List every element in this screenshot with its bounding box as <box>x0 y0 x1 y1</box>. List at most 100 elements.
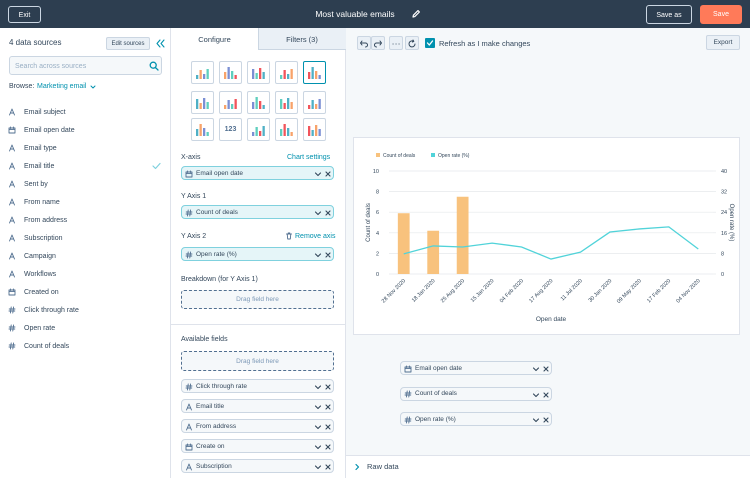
chart-type-option[interactable] <box>247 61 270 84</box>
field-icon-path <box>9 252 15 260</box>
chart-type-icon-bar <box>283 70 286 79</box>
exit-button[interactable]: Exit <box>8 6 41 23</box>
field-icon <box>9 234 15 242</box>
chart-type-option[interactable] <box>191 118 214 141</box>
config-panel: Configure Filters (3) 123 X-axis Chart setti… <box>171 28 346 478</box>
toolbar-icon <box>392 43 400 45</box>
field-pill-label: Create on <box>196 442 225 450</box>
field-pill[interactable]: Email open date <box>181 166 334 180</box>
toolbar-button[interactable] <box>389 36 403 50</box>
x-tick-label: 30 Jan 2020 <box>588 278 614 304</box>
y-axis-title: Count of deals <box>366 203 372 242</box>
edit-title-icon[interactable] <box>411 9 421 19</box>
chart-type-icon-bar <box>308 126 311 136</box>
chart-type-option[interactable] <box>191 91 214 114</box>
source-field-label: Click through rate <box>24 306 79 314</box>
chevron-icon-path <box>314 465 322 470</box>
search-box[interactable]: Search across sources <box>9 56 162 75</box>
chart-type-icon-bar <box>227 100 230 109</box>
collapse-icon[interactable] <box>155 39 165 48</box>
chart-type-option[interactable] <box>275 91 298 114</box>
source-field[interactable]: From name <box>0 195 170 209</box>
y2-tick-label: 32 <box>721 190 727 196</box>
tab[interactable]: Filters (3) <box>286 35 318 44</box>
chart-type-icon-bar <box>287 128 290 136</box>
chart-type-icon-bar <box>259 131 262 136</box>
settings-link[interactable]: Chart settings <box>287 154 331 161</box>
source-field[interactable]: Email title <box>0 159 170 173</box>
source-field[interactable]: Click through rate <box>0 303 170 317</box>
remove-icon-path <box>325 464 331 470</box>
source-field[interactable]: Sent by <box>0 177 170 191</box>
field-pill[interactable]: Count of deals <box>181 205 334 219</box>
source-field[interactable]: Workflows <box>0 267 170 281</box>
field-icon-path <box>8 306 16 314</box>
source-field[interactable]: Created on <box>0 285 170 299</box>
chart-type-option[interactable] <box>275 118 298 141</box>
toolbar-button[interactable] <box>405 36 419 50</box>
chart-type-option[interactable] <box>303 118 326 141</box>
sidebar: 4 data sources Edit sources Search across … <box>0 28 171 478</box>
source-field[interactable]: Subscription <box>0 231 170 245</box>
chart-type-number-label: 123 <box>224 126 237 133</box>
field-pill[interactable]: Create on <box>181 439 334 453</box>
field-pill[interactable]: Email open date <box>400 361 552 375</box>
remove-icon <box>543 366 549 372</box>
source-field[interactable]: From address <box>0 213 170 227</box>
save-button[interactable]: Save <box>700 5 742 24</box>
chart-type-icon-bar <box>255 127 258 136</box>
tab-inactive-bg <box>258 28 346 50</box>
chart-type-option[interactable] <box>303 61 326 84</box>
source-field[interactable]: Email subject <box>0 105 170 119</box>
chart-type-option[interactable] <box>219 61 242 84</box>
chart-type-icon-bar <box>315 125 318 136</box>
legend-label: Count of deals <box>383 153 416 159</box>
chart-type-icon-bar <box>315 104 318 109</box>
toolbar-button[interactable] <box>357 36 371 50</box>
field-icon-path <box>9 216 15 224</box>
chart-type-option[interactable] <box>275 61 298 84</box>
chart-type-option[interactable] <box>247 91 270 114</box>
chevron-icon-path <box>314 172 322 177</box>
field-pill[interactable]: Email title <box>181 399 334 413</box>
tab[interactable]: Configure <box>198 35 231 44</box>
remove-icon-path <box>543 391 549 398</box>
chart-type-option[interactable] <box>247 118 270 141</box>
source-field[interactable]: Email type <box>0 141 170 155</box>
chart-type-option[interactable] <box>191 61 214 84</box>
chevron-icon <box>314 425 322 430</box>
chart-type-icon-bar <box>252 132 255 136</box>
source-field[interactable]: Count of deals <box>0 339 170 353</box>
edit-sources-button[interactable]: Edit sources <box>106 37 150 50</box>
x-tick-label: 28 Nov 2020 <box>381 278 407 304</box>
chart-type-option[interactable] <box>303 91 326 114</box>
field-pill[interactable]: Count of deals <box>400 386 552 401</box>
field-icon <box>9 270 15 278</box>
field-icon <box>404 390 412 398</box>
toolbar-icon <box>408 39 416 48</box>
source-field[interactable]: Campaign <box>0 249 170 263</box>
field-pill[interactable]: Subscription <box>181 459 334 473</box>
toolbar-button[interactable] <box>371 36 385 50</box>
field-icon <box>9 144 15 152</box>
remove-axis-link[interactable]: Remove axis <box>295 233 336 240</box>
x-tick-label: 09 May 2020 <box>616 278 643 305</box>
field-pill[interactable]: Open rate (%) <box>400 412 552 426</box>
field-pill[interactable]: Open rate (%) <box>181 247 334 261</box>
chart-type-option[interactable]: 123 <box>219 118 242 141</box>
browse-value[interactable]: Marketing email <box>37 83 87 90</box>
field-icon <box>186 403 192 410</box>
source-field[interactable]: Email open date <box>0 123 170 137</box>
field-pill[interactable]: From address <box>181 419 334 433</box>
field-icon-path <box>186 423 192 430</box>
remove-icon <box>325 404 331 410</box>
save-as-button[interactable]: Save as <box>646 5 692 24</box>
source-field[interactable]: Open rate <box>0 321 170 335</box>
raw-data-bar[interactable]: Raw data <box>346 455 750 478</box>
chevron-icon <box>532 392 540 397</box>
export-button[interactable]: Export <box>706 35 740 50</box>
field-pill[interactable]: Click through rate <box>181 379 334 393</box>
refresh-checkbox[interactable] <box>425 38 435 48</box>
chart-type-option[interactable] <box>219 91 242 114</box>
y2-tick-label: 0 <box>721 272 724 278</box>
